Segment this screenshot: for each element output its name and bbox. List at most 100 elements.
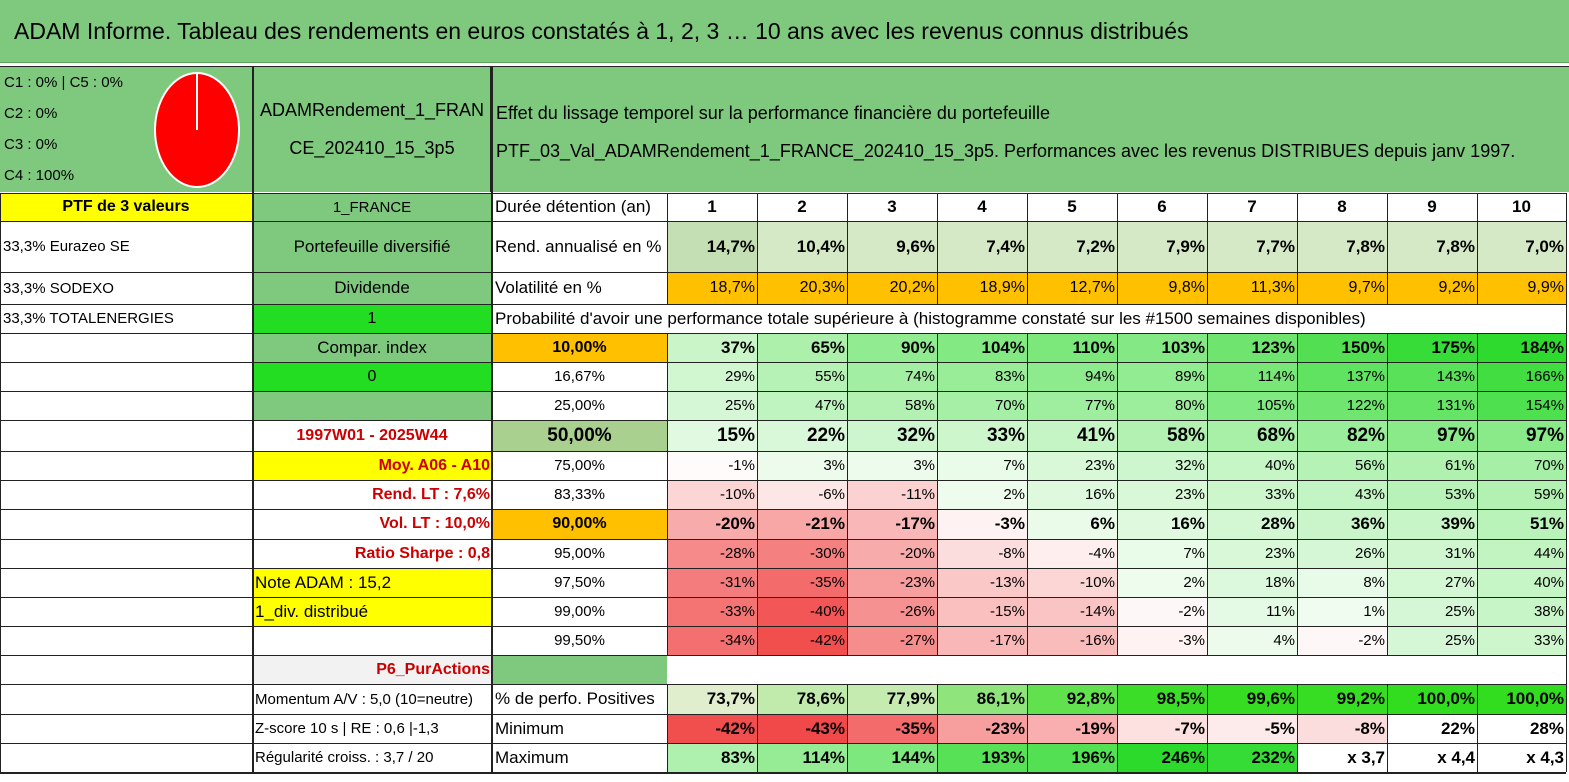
positive-share-value: 73,7% — [667, 684, 757, 714]
probability-value: 28% — [1207, 509, 1297, 539]
probability-value: -34% — [667, 626, 757, 655]
probability-value: 89% — [1117, 362, 1207, 391]
volatility-label: Volatilité en % — [495, 278, 602, 297]
volatility-value: 20,3% — [757, 272, 847, 304]
description-line-2: PTF_03_Val_ADAMRendement_1_FRANCE_202410… — [496, 141, 1516, 161]
probability-value: 154% — [1477, 391, 1566, 420]
probability-value: -27% — [847, 626, 937, 655]
positive-share-value: 86,1% — [937, 684, 1027, 714]
probability-value: 97% — [1387, 420, 1477, 451]
probability-value: 3% — [757, 451, 847, 480]
minimum-value: -8% — [1297, 714, 1387, 743]
minimum-value: -7% — [1117, 714, 1207, 743]
probability-threshold: 90,00% — [492, 509, 667, 539]
zscore-label: Z-score 10 s | RE : 0,6 |-1,3 — [255, 720, 439, 737]
adam-score-badge: Note ADAM : 15,2 — [252, 568, 492, 597]
minimum-value: -43% — [757, 714, 847, 743]
probability-value: 29% — [667, 362, 757, 391]
probability-value: 2% — [937, 480, 1027, 509]
probability-value: 7% — [1117, 539, 1207, 568]
probability-value: 33% — [937, 420, 1027, 451]
portfolio-name-line-2: CE_202410_15_3p5 — [289, 138, 455, 158]
annual-return-value: 7,0% — [1477, 221, 1566, 272]
probability-value: -2% — [1117, 597, 1207, 626]
volatility-value: 18,9% — [937, 272, 1027, 304]
maximum-value: 232% — [1207, 743, 1297, 772]
year-header-6: 6 — [1157, 197, 1167, 216]
probability-value: 104% — [937, 333, 1027, 362]
maximum-value: 144% — [847, 743, 937, 772]
minimum-value: -5% — [1207, 714, 1297, 743]
probability-value: -1% — [667, 451, 757, 480]
annual-return-value: 7,8% — [1387, 221, 1477, 272]
annual-return-value: 7,9% — [1117, 221, 1207, 272]
allocation-line: C2 : 0% — [4, 105, 58, 122]
probability-value: 18% — [1207, 568, 1297, 597]
probability-value: 16% — [1027, 480, 1117, 509]
period-label: 1997W01 - 2025W44 — [296, 426, 448, 444]
allocation-line: C1 : 0% | C5 : 0% — [4, 74, 123, 91]
maximum-value: x 4,4 — [1387, 743, 1477, 772]
probability-threshold: 25,00% — [554, 397, 605, 414]
probability-value: 1% — [1297, 597, 1387, 626]
probability-value: 143% — [1387, 362, 1477, 391]
year-header-2: 2 — [797, 197, 807, 216]
maximum-value: x 4,3 — [1477, 743, 1566, 772]
empty-green-cell — [492, 655, 667, 684]
probability-value: 150% — [1297, 333, 1387, 362]
probability-value: 41% — [1027, 420, 1117, 451]
probability-value: 68% — [1207, 420, 1297, 451]
year-header-8: 8 — [1337, 197, 1347, 216]
portfolio-name-line-1: ADAMRendement_1_FRAN — [259, 100, 485, 120]
maximum-value: 196% — [1027, 743, 1117, 772]
probability-value: 70% — [937, 391, 1027, 420]
country-label: 1_FRANCE — [252, 193, 492, 221]
report-title: ADAM Informe. Tableau des rendements en … — [14, 17, 1189, 44]
probability-value: 44% — [1477, 539, 1566, 568]
probability-value: 15% — [667, 420, 757, 451]
probability-threshold: 95,00% — [554, 545, 605, 562]
probability-value: -6% — [757, 480, 847, 509]
dividend-flag: 1 — [252, 304, 492, 333]
probability-value: -3% — [1117, 626, 1207, 655]
holding-2: 33,3% SODEXO — [3, 279, 114, 297]
probability-value: 7% — [937, 451, 1027, 480]
positive-share-value: 100,0% — [1477, 684, 1566, 714]
year-header-7: 7 — [1247, 197, 1257, 216]
probability-value: 37% — [667, 333, 757, 362]
probability-value: 70% — [1477, 451, 1566, 480]
probability-value: 90% — [847, 333, 937, 362]
description-line-1: Effet du lissage temporel sur la perform… — [496, 103, 1050, 123]
probability-value: 131% — [1387, 391, 1477, 420]
year-header-5: 5 — [1067, 197, 1077, 216]
volatility-value: 11,3% — [1207, 272, 1297, 304]
probability-value: 103% — [1117, 333, 1207, 362]
probability-threshold: 16,67% — [554, 368, 605, 385]
year-header-3: 3 — [887, 197, 897, 216]
maximum-value: 83% — [667, 743, 757, 772]
probability-threshold: 99,00% — [554, 603, 605, 620]
probability-value: 32% — [1117, 451, 1207, 480]
probability-value: -10% — [667, 480, 757, 509]
probability-value: -8% — [937, 539, 1027, 568]
positive-share-value: 77,9% — [847, 684, 937, 714]
probability-value: -23% — [847, 568, 937, 597]
volatility-value: 9,7% — [1297, 272, 1387, 304]
allocation-pie-chart — [154, 72, 240, 188]
probability-value: 33% — [1207, 480, 1297, 509]
regularity-label: Régularité croiss. : 3,7 / 20 — [255, 749, 434, 766]
probability-value: 51% — [1477, 509, 1566, 539]
annual-return-value: 14,7% — [667, 221, 757, 272]
probability-threshold: 50,00% — [492, 420, 667, 451]
dividend-label: Dividende — [252, 272, 492, 304]
probability-value: 32% — [847, 420, 937, 451]
momentum-label: Momentum A/V : 5,0 (10=neutre) — [255, 690, 474, 708]
probability-value: 39% — [1387, 509, 1477, 539]
probability-value: 43% — [1297, 480, 1387, 509]
probability-value: 6% — [1027, 509, 1117, 539]
probability-value: 40% — [1477, 568, 1566, 597]
positive-share-value: 98,5% — [1117, 684, 1207, 714]
empty-green-cell — [252, 391, 492, 420]
minimum-value: 22% — [1387, 714, 1477, 743]
